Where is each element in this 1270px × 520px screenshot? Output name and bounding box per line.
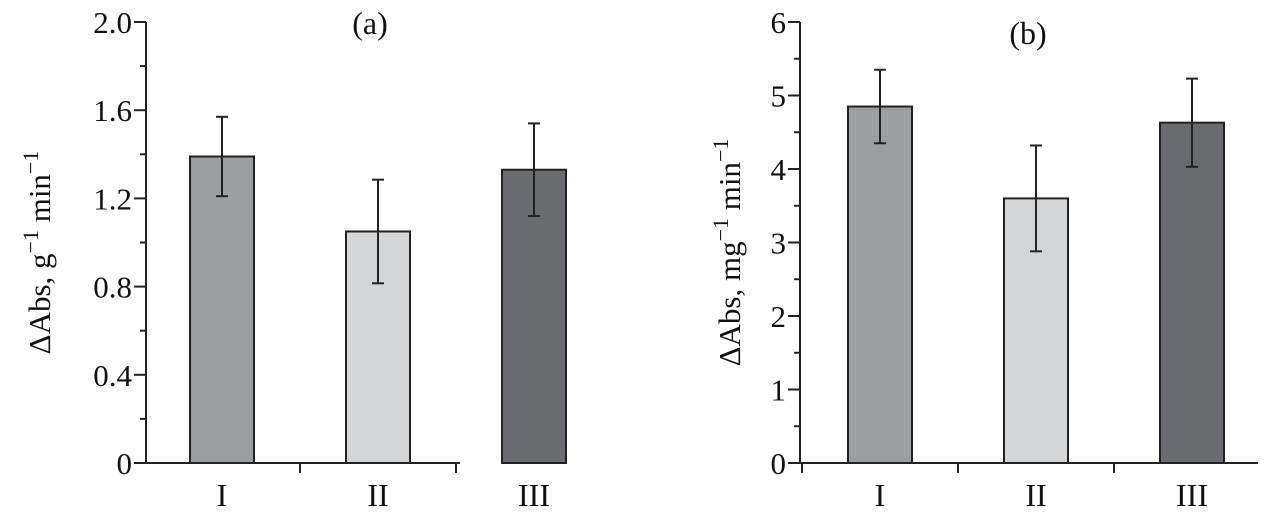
panel-a-panel-label: (a) xyxy=(352,5,388,41)
y-axis-title-sup: −1 xyxy=(18,151,43,174)
panel-b-panel-label: (b) xyxy=(1009,15,1046,51)
panel-b-x-tick-label: III xyxy=(1176,477,1208,513)
panel-a-chart: 00.40.81.21.62.0I II III(a)ΔAbs, g−1 min−1 xyxy=(18,5,567,513)
panel-b-x-tick-label: II xyxy=(1025,477,1046,513)
panel-b-error-bar-iii xyxy=(1186,77,1198,168)
panel-a-y-tick-label: 0 xyxy=(117,446,133,481)
panel-a-x-tick-label: I xyxy=(217,477,228,513)
panel-a-y-tick-label: 0.4 xyxy=(93,358,132,393)
panel-b-error-bar-i xyxy=(874,68,886,145)
y-axis-title-sup: −1 xyxy=(18,230,43,253)
panel-b-x-tick-label: I xyxy=(875,477,886,513)
panel-a-bar-iii xyxy=(501,168,567,465)
y-axis-title-sup: −1 xyxy=(708,139,733,162)
panel-a-y-tick-label: 1.6 xyxy=(93,93,132,128)
panel-b-y-tick-label: 2 xyxy=(771,299,787,334)
panel-a-y-axis-title: ΔAbs, g−1 min−1 xyxy=(18,151,58,355)
panel-a-error-bar-iii xyxy=(528,122,540,218)
y-axis-title-main: ΔAbs, mg xyxy=(712,241,747,366)
y-axis-title-mid: min xyxy=(22,174,57,230)
panel-b-bar-iii xyxy=(1159,121,1225,464)
panel-a-y-tick-label: 1.2 xyxy=(93,181,132,216)
panel-b-y-tick-label: 3 xyxy=(771,226,787,261)
panel-a-error-bar-ii xyxy=(372,178,384,285)
panel-b-y-tick-label: 6 xyxy=(771,5,787,40)
y-axis-title-main: ΔAbs, g xyxy=(22,253,57,354)
panel-b-error-bar-ii xyxy=(1030,144,1042,253)
panel-b-y-tick-label: 0 xyxy=(771,446,787,481)
panel-b-y-tick-label: 1 xyxy=(771,373,787,408)
y-axis-title-mid: min xyxy=(712,162,747,218)
y-axis-title-sup: −1 xyxy=(708,218,733,241)
panel-a-bar-i xyxy=(189,155,255,464)
panel-b-bar-i xyxy=(847,105,913,465)
panel-a-y-tick-label: 2.0 xyxy=(93,5,132,40)
panel-a-x-tick-label: III xyxy=(518,477,550,513)
panel-b-y-tick-label: 4 xyxy=(771,152,787,187)
panel-a-y-tick-label: 0.8 xyxy=(93,270,132,305)
panel-a-error-bar-i xyxy=(216,115,228,198)
panel-b-y-tick-label: 5 xyxy=(771,79,787,114)
panel-a-x-tick-label: II xyxy=(367,477,388,513)
panel-b-y-axis-title: ΔAbs, mg−1 min−1 xyxy=(708,139,748,367)
